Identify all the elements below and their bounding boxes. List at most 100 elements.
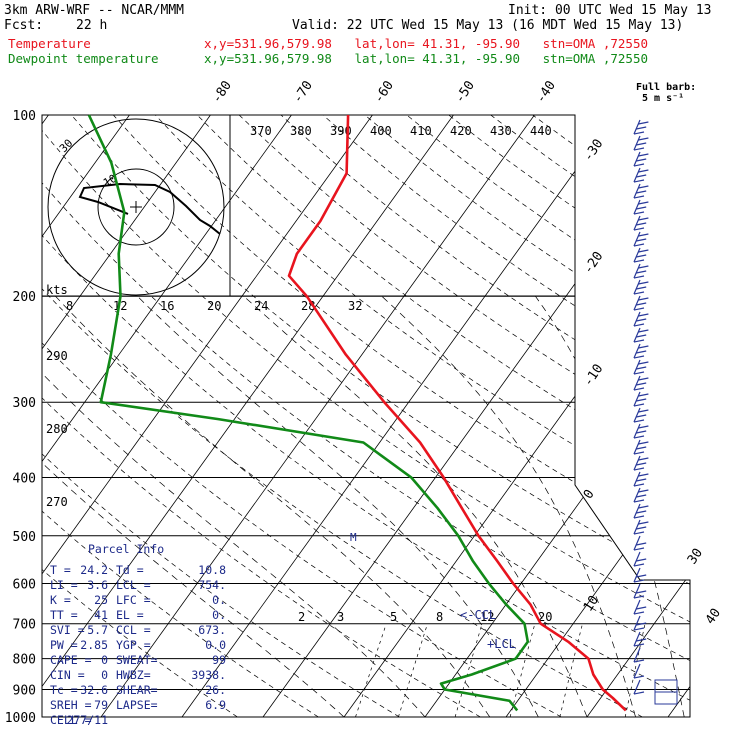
parcel-label: LAPSE= <box>116 698 158 712</box>
isotherm-line <box>667 115 690 717</box>
pressure-tick-label: 500 <box>13 530 36 545</box>
wind-barb-flag <box>636 446 647 450</box>
wind-barb <box>633 375 649 391</box>
hodograph-ring-label: 30 <box>57 137 76 156</box>
parcel-label: SVI = <box>50 623 85 637</box>
wind-barb-staff <box>633 471 641 487</box>
wind-barb-staff <box>633 375 641 391</box>
moist-adiabat <box>381 295 636 717</box>
wind-barb-flag <box>636 382 647 386</box>
wind-barb-flag <box>636 142 647 146</box>
wind-barb-flag <box>633 227 645 231</box>
wind-barb-flag <box>638 233 649 237</box>
wind-barb <box>633 599 647 615</box>
isotherm-label: -50 <box>452 78 478 106</box>
parcel-info-box: Parcel Info T = 24.2 Td = 10.8 LI = 3.6 LCL = 75… <box>50 542 226 727</box>
ccl-marker: <-CCL <box>460 608 496 622</box>
pressure-tick-label: 700 <box>13 618 36 633</box>
wind-barb-flag <box>638 521 649 525</box>
wind-barb-flag <box>633 355 645 359</box>
wind-barb <box>633 631 647 647</box>
wind-barb-flag <box>636 510 647 514</box>
wind-barb <box>633 471 649 487</box>
wind-barb-staff <box>633 439 641 455</box>
parcel-label: HWBZ= <box>116 668 151 682</box>
hodograph-units: kts <box>46 283 68 297</box>
wind-barb-flag <box>636 526 647 530</box>
wind-barb-flag <box>638 425 649 429</box>
wind-barb-staff <box>633 519 641 535</box>
theta-label: 420 <box>450 124 472 138</box>
wind-barb-flag <box>636 638 647 642</box>
sounding-curves <box>87 114 627 712</box>
wind-barb <box>633 407 649 423</box>
hodograph-scale-label: 24 <box>254 299 268 313</box>
wind-barb-staff <box>633 583 641 599</box>
moist-adiabat <box>535 295 685 717</box>
wind-barb-flag <box>633 147 645 151</box>
wind-barb <box>633 311 649 327</box>
wind-barb-flag <box>638 217 649 221</box>
isotherm-label: 40 <box>703 606 724 627</box>
wind-barb-flag <box>633 483 645 487</box>
mixing-ratio-label: 20 <box>538 610 552 624</box>
forecast-label: Fcst: <box>4 18 44 33</box>
wind-barb-flag <box>636 574 647 578</box>
wind-barb <box>633 519 649 535</box>
pressure-tick-label: 400 <box>13 471 36 486</box>
series-line-dewpoint-temperature <box>87 114 530 712</box>
moist-adiabat <box>243 295 588 717</box>
wind-barb <box>633 183 649 199</box>
mid-marker: M <box>350 531 357 544</box>
wind-barb-flag <box>636 318 647 322</box>
parcel-label: YGP = <box>116 638 151 652</box>
wind-barb-staff <box>633 231 641 247</box>
wind-barb-flag <box>638 345 649 349</box>
series-line-temperature <box>287 114 627 712</box>
wind-barb <box>633 279 649 295</box>
parcel-label: LCL = <box>116 578 151 592</box>
isotherm-label: -70 <box>290 78 316 106</box>
wind-barb-flag <box>636 126 647 130</box>
mixing-ratio-line <box>624 623 646 717</box>
wind-barb-staff <box>633 183 641 199</box>
wind-barb-flag <box>636 478 647 482</box>
barb-legend-units: 5 m s⁻¹ <box>642 93 685 104</box>
wind-barb-staff <box>633 151 641 167</box>
wind-barb-flag <box>633 179 645 183</box>
parcel-label: CCL = <box>116 623 151 637</box>
mixing-ratio-label: 3 <box>337 610 344 624</box>
wind-barb <box>633 167 649 183</box>
wind-barb-flag <box>636 158 647 162</box>
isotherm-line <box>586 115 690 717</box>
wind-barb-flag <box>636 334 647 338</box>
wind-barb-staff <box>633 487 641 503</box>
dry-adiabat <box>155 115 690 717</box>
lcl-marker: +LCL <box>487 637 516 651</box>
wind-barb-flag <box>633 659 645 663</box>
wind-barb-flag <box>636 398 647 402</box>
wind-barb-flag <box>633 675 645 679</box>
wind-barb-staff <box>633 359 641 375</box>
wind-barb-staff <box>633 311 641 327</box>
hodograph-scale-label: 16 <box>160 299 174 313</box>
wind-barb-staff <box>633 343 641 359</box>
parcel-value: 3.6 <box>87 578 108 592</box>
parcel-label: SWEAT= <box>116 653 158 667</box>
wind-barb-staff <box>633 647 641 663</box>
wind-barb-flag <box>636 414 647 418</box>
parcel-value: 673. <box>198 623 226 637</box>
parcel-value: 41 <box>94 608 108 622</box>
parcel-value: 32.6 <box>80 683 108 697</box>
parcel-value: 2.85 <box>80 638 108 652</box>
parcel-label: SREH = <box>50 698 92 712</box>
wind-barb-flag <box>633 611 645 615</box>
plot-outline <box>41 114 691 718</box>
wind-barb-flag <box>633 259 645 263</box>
wind-barb-flag <box>636 606 647 610</box>
wind-barb <box>633 551 647 567</box>
wind-barb-flag <box>638 457 649 461</box>
parcel-value: 3938. <box>191 668 226 682</box>
wind-barb <box>633 327 649 343</box>
wind-barb-flag <box>633 307 645 311</box>
